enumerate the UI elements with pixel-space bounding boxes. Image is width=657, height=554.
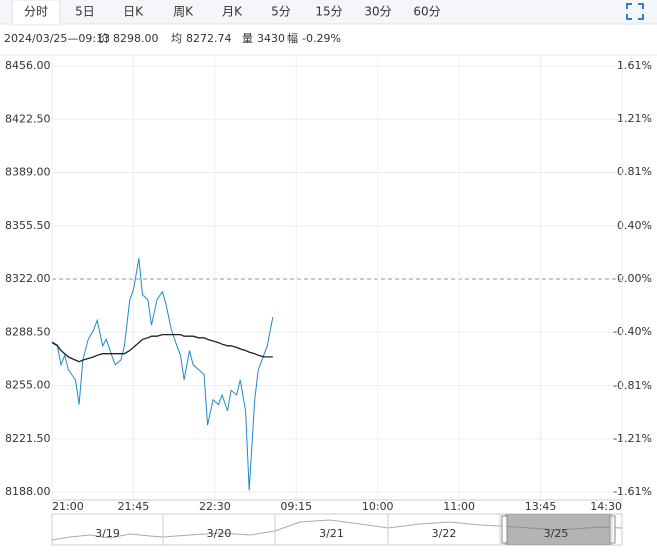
navigator-date: 3/21 — [319, 527, 344, 540]
x-tick-label: 21:00 — [52, 500, 84, 513]
tab[interactable]: 月K — [222, 5, 243, 19]
y-tick-label: 8221.50 — [5, 432, 51, 445]
y2-tick-label: -1.61% — [613, 485, 652, 498]
fullscreen-icon[interactable] — [626, 3, 644, 20]
info-value: 8272.74 — [186, 32, 232, 45]
info-value: -0.29% — [302, 32, 341, 45]
tab[interactable]: 日K — [123, 5, 144, 19]
y-tick-label: 8288.50 — [5, 325, 51, 338]
y2-tick-label: -0.81% — [613, 379, 652, 392]
y-tick-label: 8456.00 — [5, 59, 51, 72]
info-label: 量 — [242, 32, 253, 45]
navigator-date: 3/19 — [95, 527, 120, 540]
y2-tick-label: -1.21% — [613, 432, 652, 445]
y-tick-label: 8389.00 — [5, 166, 51, 179]
y-tick-label: 8188.00 — [5, 485, 51, 498]
tab[interactable]: 分时 — [24, 5, 48, 19]
y2-tick-label: 1.21% — [617, 112, 652, 125]
x-tick-label: 21:45 — [118, 500, 150, 513]
x-tick-label: 14:30 — [590, 500, 622, 513]
y2-tick-label: 1.61% — [617, 59, 652, 72]
navigator-date: 3/22 — [432, 527, 457, 540]
tab[interactable]: 30分 — [364, 5, 391, 19]
tab[interactable]: 周K — [173, 5, 194, 19]
x-tick-label: 11:00 — [443, 500, 475, 513]
navigator-handle[interactable] — [501, 515, 508, 544]
navigator-date: 3/25 — [544, 527, 569, 540]
tab[interactable]: 60分 — [413, 5, 440, 19]
tab-bar — [0, 0, 657, 24]
info-label: 价 — [98, 32, 109, 45]
info-value: 8298.00 — [113, 32, 159, 45]
y2-tick-label: 0.81% — [617, 165, 652, 178]
y-tick-label: 8422.50 — [5, 112, 51, 125]
x-tick-label: 09:15 — [280, 500, 312, 513]
y2-tick-label: -0.40% — [613, 325, 652, 338]
y-tick-label: 8255.00 — [5, 379, 51, 392]
price-line — [51, 258, 274, 491]
average-line — [51, 333, 273, 363]
info-label: 幅 — [287, 32, 298, 45]
navigator-selection[interactable] — [505, 514, 612, 545]
info-datetime: 2024/03/25—09:13 — [4, 32, 110, 45]
tab[interactable]: 15分 — [315, 5, 342, 19]
y2-tick-label: 0.00% — [617, 272, 652, 285]
navigator-date: 3/20 — [207, 527, 232, 540]
x-tick-label: 13:45 — [525, 500, 557, 513]
y2-tick-label: 0.40% — [617, 219, 652, 232]
info-label: 均 — [171, 32, 182, 45]
info-value: 3430 — [257, 32, 285, 45]
tab[interactable]: 5分 — [271, 5, 291, 19]
x-tick-label: 10:00 — [362, 500, 394, 513]
tab[interactable]: 5日 — [75, 5, 95, 19]
tab-active-bg — [11, 0, 61, 26]
y-tick-label: 8355.50 — [5, 219, 51, 232]
y-tick-label: 8322.00 — [5, 272, 51, 285]
x-tick-label: 22:30 — [199, 500, 231, 513]
